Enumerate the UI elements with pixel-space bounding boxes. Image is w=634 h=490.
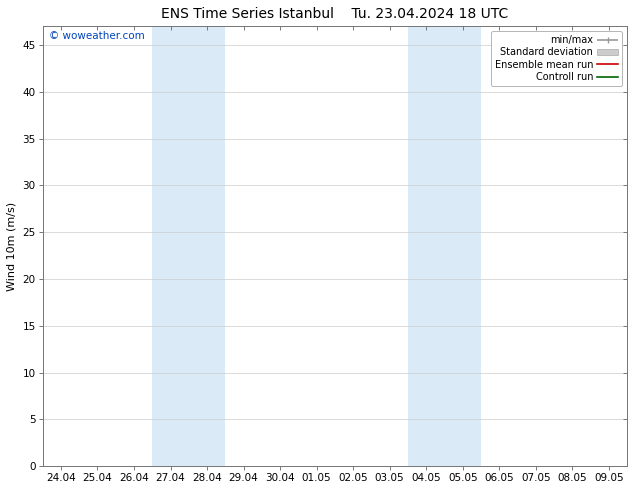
Text: © woweather.com: © woweather.com	[49, 31, 145, 41]
Bar	[408, 26, 481, 466]
Y-axis label: Wind 10m (m/s): Wind 10m (m/s)	[7, 201, 17, 291]
Legend: min/max, Standard deviation, Ensemble mean run, Controll run: min/max, Standard deviation, Ensemble me…	[491, 31, 622, 86]
Bar	[152, 26, 225, 466]
Title: ENS Time Series Istanbul    Tu. 23.04.2024 18 UTC: ENS Time Series Istanbul Tu. 23.04.2024 …	[161, 7, 508, 21]
